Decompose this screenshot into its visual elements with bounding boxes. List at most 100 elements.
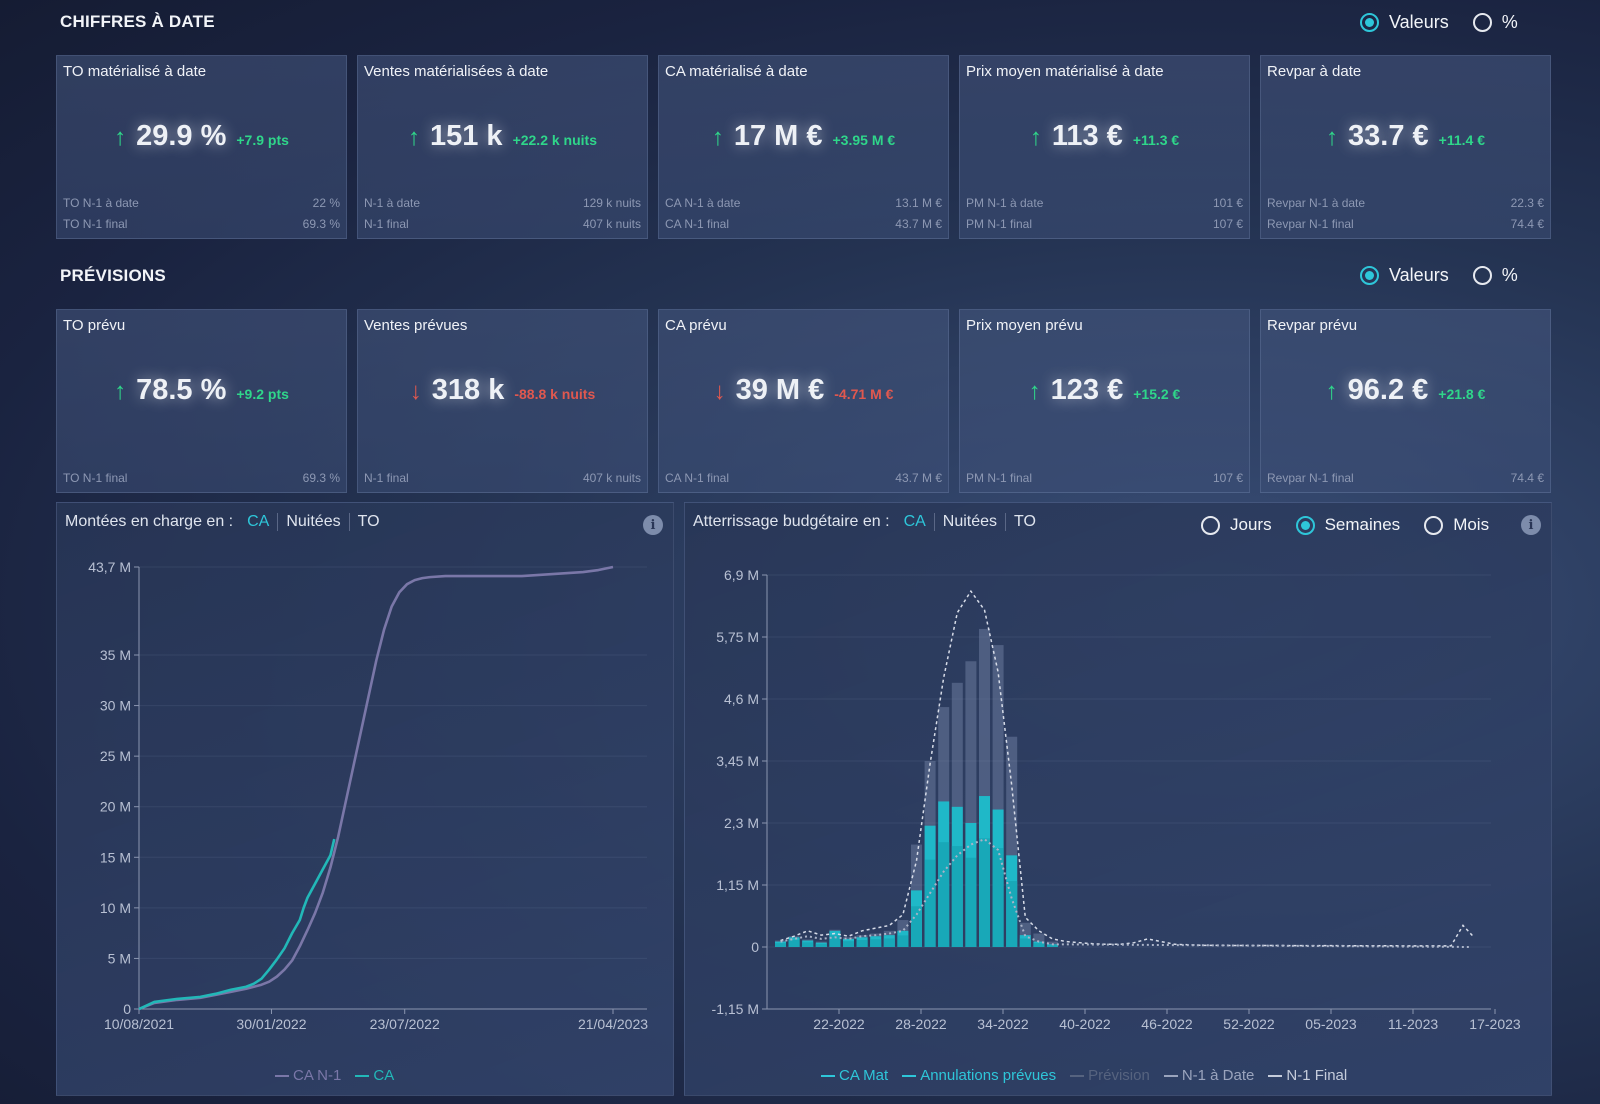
legend-label: N-1 à Date xyxy=(1181,1067,1255,1084)
footer-value: 13.1 M € xyxy=(895,196,942,210)
legend-ca[interactable]: CA xyxy=(355,1067,394,1084)
y-tick-label: 5 M xyxy=(108,950,131,966)
footer-label: TO N-1 final xyxy=(63,471,128,485)
kpi-card[interactable]: TO matérialisé à date ↑ 29.9 % +7.9 pts TO N… xyxy=(56,55,347,239)
footer-value: 69.3 % xyxy=(302,217,340,231)
legend-ca-mat[interactable]: CA Mat xyxy=(821,1067,888,1084)
footer-value: 407 k nuits xyxy=(582,217,641,231)
radio-mois[interactable]: Mois xyxy=(1424,515,1489,535)
info-icon[interactable]: i xyxy=(1521,515,1541,535)
arrow-up-icon: ↑ xyxy=(407,124,420,151)
rampup-chart: 0 5 M 10 M 15 M 20 M 25 M 30 M 35 M 43,7 M 10/08/… xyxy=(88,559,648,1032)
bar-annulations xyxy=(938,842,950,947)
legend-annulations[interactable]: Annulations prévues xyxy=(902,1067,1056,1084)
kpi-card[interactable]: Prix moyen prévu ↑ 123 € +15.2 € PM N-1 fina… xyxy=(959,309,1250,493)
kpi-footer-row: TO N-1 à date 22 % xyxy=(63,196,340,210)
footer-value: 43.7 M € xyxy=(895,471,942,485)
kpi-delta: +15.2 € xyxy=(1133,386,1181,402)
radio-percent-label: % xyxy=(1501,12,1518,32)
section-title-date: CHIFFRES À DATE xyxy=(60,12,215,31)
footer-label: TO N-1 à date xyxy=(63,196,139,210)
kpi-footer-row: CA N-1 final 43.7 M € xyxy=(665,217,942,231)
y-tick-label: 15 M xyxy=(100,849,131,865)
footer-label: PM N-1 à date xyxy=(966,196,1044,210)
kpi-delta: +11.4 € xyxy=(1438,132,1485,148)
budget-panel: Atterrissage budgétaire en : CA Nuitées … xyxy=(684,502,1552,1096)
kpi-card[interactable]: TO prévu ↑ 78.5 % +9.2 pts TO N-1 final 69.3 … xyxy=(56,309,347,493)
kpi-value: 96.2 € xyxy=(1347,374,1429,406)
kpi-card[interactable]: CA prévu ↓ 39 M € -4.71 M € CA N-1 final 43.7… xyxy=(658,309,949,493)
radio-values-date[interactable]: Valeurs xyxy=(1360,12,1449,33)
radio-unselected-icon[interactable] xyxy=(1424,515,1444,535)
kpi-title: Prix moyen prévu xyxy=(966,317,1083,334)
kpi-card[interactable]: Revpar prévu ↑ 96.2 € +21.8 € Revpar N-1 fin… xyxy=(1260,309,1551,493)
kpi-title: Revpar prévu xyxy=(1267,317,1358,334)
footer-label: N-1 final xyxy=(364,217,409,231)
rampup-panel: Montées en charge en : CA Nuitées TO i 0… xyxy=(56,502,674,1096)
radio-semaines[interactable]: Semaines xyxy=(1295,515,1401,535)
legend-n1-date[interactable]: N-1 à Date xyxy=(1163,1067,1255,1084)
legend-line-icon xyxy=(902,1074,917,1077)
tab-nuitees[interactable]: Nuitées xyxy=(277,513,348,531)
tab-to[interactable]: TO xyxy=(348,513,388,531)
kpi-footer-row: PM N-1 final 107 € xyxy=(966,217,1243,231)
y-tick-label: 6,9 M xyxy=(724,567,759,583)
bar-annulations xyxy=(951,846,963,947)
kpi-footer-row: TO N-1 final 69.3 % xyxy=(63,471,340,485)
bar-prevision xyxy=(1033,933,1045,947)
tab-nuitees[interactable]: Nuitées xyxy=(933,513,1005,531)
radio-values-prev[interactable]: Valeurs xyxy=(1360,265,1449,286)
footer-value: 74.4 € xyxy=(1510,217,1544,231)
legend-n1-final[interactable]: N-1 Final xyxy=(1268,1067,1347,1084)
tab-ca[interactable]: CA xyxy=(903,513,926,530)
bar-annulations xyxy=(897,935,909,947)
prev-mode-toggle: Valeurs % xyxy=(1360,265,1532,286)
budget-chart: -1,15 M 0 1,15 M 2,3 M 3,45 M 4,6 M 5,75 M 6,9 … xyxy=(712,567,1521,1032)
kpi-delta: +21.8 € xyxy=(1438,386,1486,402)
legend-ca-n1[interactable]: CA N-1 xyxy=(275,1067,341,1084)
kpi-title: TO matérialisé à date xyxy=(63,63,207,80)
arrow-up-icon: ↑ xyxy=(1028,378,1041,405)
footer-label: PM N-1 final xyxy=(966,471,1033,485)
radio-unselected-icon[interactable] xyxy=(1201,515,1220,535)
y-tick-label: 4,6 M xyxy=(724,691,759,707)
budget-header: Atterrissage budgétaire en : CA Nuitées … xyxy=(693,513,1044,531)
kpi-card[interactable]: Revpar à date ↑ 33.7 € +11.4 € Revpar N-1 à … xyxy=(1260,55,1551,239)
kpi-card[interactable]: Ventes matérialisées à date ↑ 151 k +22.2 k… xyxy=(357,55,648,239)
radio-unselected-icon[interactable] xyxy=(1472,266,1492,285)
radio-selected-icon[interactable] xyxy=(1360,13,1379,32)
kpi-card[interactable]: Ventes prévues ↓ 318 k -88.8 k nuits N-1 fin… xyxy=(357,309,648,493)
bar-annulations xyxy=(788,940,800,947)
kpi-footer-row: PM N-1 à date 101 € xyxy=(966,196,1243,210)
footer-label: TO N-1 final xyxy=(63,217,128,231)
bar-annulations xyxy=(829,935,841,947)
footer-value: 43.7 M € xyxy=(895,217,942,231)
arrow-up-icon: ↑ xyxy=(114,378,127,405)
kpi-main: ↑ 151 k +22.2 k nuits xyxy=(358,120,647,153)
legend-prevision[interactable]: Prévision xyxy=(1070,1067,1150,1084)
kpi-main: ↓ 318 k -88.8 k nuits xyxy=(358,374,647,407)
kpi-row-date: TO matérialisé à date ↑ 29.9 % +7.9 pts TO N… xyxy=(56,55,1551,239)
kpi-value: 318 k xyxy=(431,374,505,406)
bar-prevision xyxy=(965,661,977,947)
radio-selected-icon[interactable] xyxy=(1295,515,1315,535)
radio-percent-prev[interactable]: % xyxy=(1472,265,1518,286)
tab-to[interactable]: TO xyxy=(1005,513,1044,531)
kpi-footer-row: N-1 à date 129 k nuits xyxy=(364,196,641,210)
series-line-n1-final xyxy=(780,589,1474,947)
kpi-card[interactable]: CA matérialisé à date ↑ 17 M € +3.95 M € CA … xyxy=(658,55,949,239)
radio-percent-date[interactable]: % xyxy=(1472,12,1518,33)
bar-annulations xyxy=(979,838,990,947)
x-tick-label: 23/07/2022 xyxy=(370,1016,440,1032)
radio-jours[interactable]: Jours xyxy=(1201,515,1272,535)
kpi-card[interactable]: Prix moyen matérialisé à date ↑ 113 € +11.3… xyxy=(959,55,1250,239)
info-icon[interactable]: i xyxy=(643,515,663,535)
bar-annulations xyxy=(815,943,827,947)
granularity-toggle: Jours Semaines Mois xyxy=(1201,515,1503,535)
radio-unselected-icon[interactable] xyxy=(1472,13,1492,32)
radio-label: Semaines xyxy=(1324,515,1401,534)
kpi-footer-row: Revpar N-1 final 74.4 € xyxy=(1267,471,1544,485)
footer-label: PM N-1 final xyxy=(966,217,1033,231)
tab-ca[interactable]: CA xyxy=(247,513,270,530)
radio-selected-icon[interactable] xyxy=(1360,266,1379,285)
